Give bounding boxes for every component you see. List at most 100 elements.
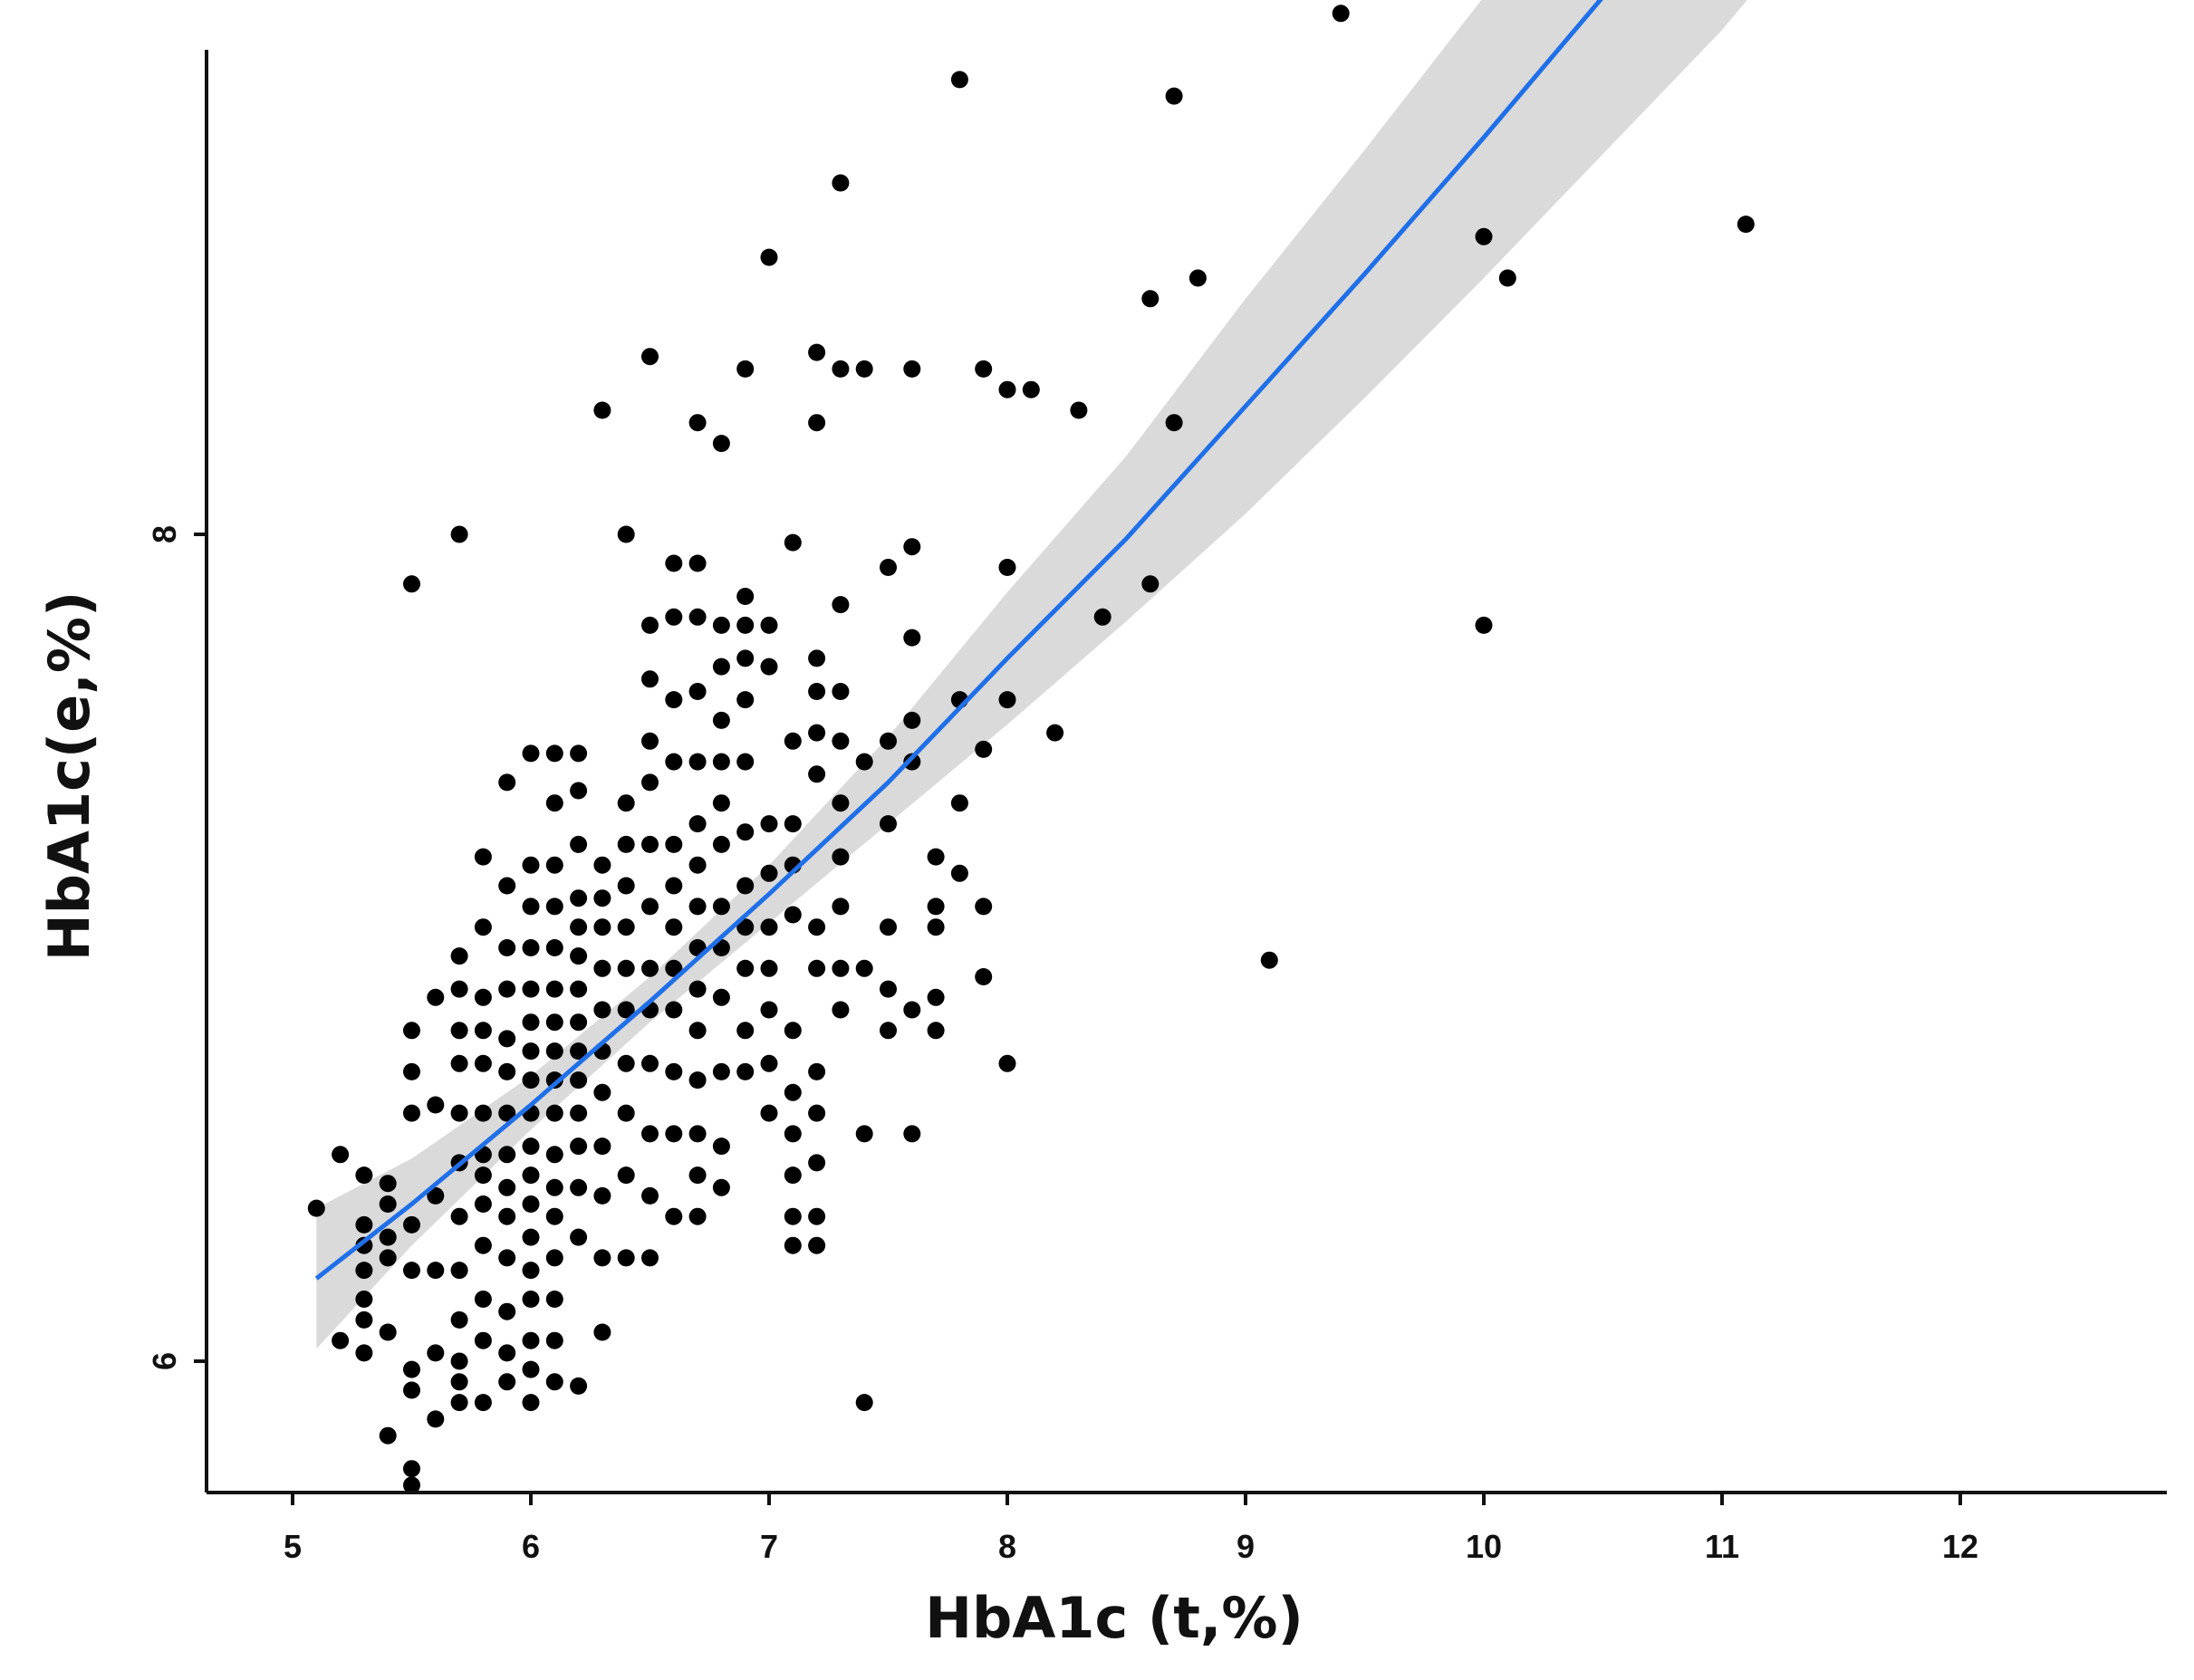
data-point [522,1262,540,1280]
data-point [1093,608,1111,626]
data-point [784,1022,802,1040]
data-point [641,835,659,853]
confidence-band [316,0,1747,1349]
data-point [760,959,778,977]
data-point [450,947,468,965]
data-point [641,1054,659,1072]
x-tick-label: 8 [998,1528,1016,1565]
data-point [665,1125,683,1143]
x-tick-label: 7 [760,1528,778,1565]
data-point [903,1125,921,1143]
data-point [1165,87,1183,105]
data-point [855,360,873,378]
data-point [498,1104,516,1122]
data-point [403,1460,420,1478]
data-point [474,1195,492,1213]
data-point [736,959,755,977]
data-point [903,753,921,771]
data-point [522,1228,540,1246]
data-point [617,794,635,812]
data-point [355,1344,373,1362]
data-point [712,1062,730,1080]
data-point [498,1344,516,1362]
data-point [522,744,540,763]
data-point [474,848,492,866]
data-point [545,856,563,874]
axes [205,50,2167,1494]
data-point [665,877,683,895]
data-point [545,898,563,916]
data-point [832,959,850,977]
x-tick-label: 10 [1466,1528,1502,1565]
data-point [688,1207,707,1225]
data-point [570,980,588,998]
data-point [545,794,563,812]
data-point [355,1236,373,1254]
fit-line-layer [314,0,1603,1281]
data-point [736,918,755,936]
data-point [760,658,778,676]
data-point [403,1262,420,1280]
data-point [498,980,516,998]
data-point [427,1096,445,1114]
x-tick-label: 12 [1942,1528,1978,1565]
data-point [545,1146,563,1164]
data-point [712,794,730,812]
data-point [570,1042,588,1061]
data-point [880,1022,897,1040]
data-point [522,1195,540,1213]
data-point [427,988,445,1006]
data-point [379,1175,397,1193]
data-point [1332,5,1350,23]
data-point [617,918,635,936]
data-point [570,889,588,907]
data-point [808,414,826,432]
data-point [570,1013,588,1032]
data-point [736,588,755,605]
data-point [522,1360,540,1378]
data-point [784,1236,802,1254]
data-point [927,1022,945,1040]
data-point [688,815,707,833]
data-point [927,988,945,1006]
data-point [688,980,707,998]
data-point [832,360,850,378]
data-point [403,1476,420,1494]
data-point [450,1394,468,1412]
data-point [808,1207,826,1225]
data-point [498,1249,516,1267]
data-point [522,939,540,956]
data-point [450,980,468,998]
data-point [903,629,921,647]
data-point [855,1125,873,1143]
y-axis-title: HbA1c(e,%) [36,591,102,962]
data-point [950,794,968,812]
data-point [522,856,540,874]
data-point [403,1022,420,1040]
data-point [1141,290,1160,308]
data-point [808,1154,826,1172]
data-point [379,1228,397,1246]
data-point [975,898,993,916]
data-point [712,435,730,453]
data-point [688,608,707,626]
data-point [403,1381,420,1399]
data-point [498,1207,516,1225]
data-point [570,1104,588,1122]
data-point [975,968,993,985]
data-point [474,988,492,1006]
data-point [617,835,635,853]
data-point [545,1013,563,1032]
data-point [641,616,659,634]
data-point [1260,951,1278,969]
data-point [498,939,516,956]
data-point [784,732,802,750]
data-point [355,1215,373,1234]
data-point [450,1054,468,1072]
data-point [855,1394,873,1412]
y-tick-label: 8 [146,525,183,543]
data-point [808,1104,826,1122]
data-point [593,856,611,874]
data-point [760,616,778,634]
